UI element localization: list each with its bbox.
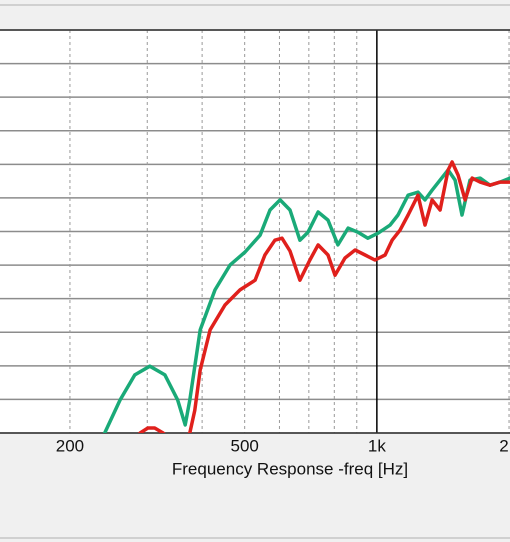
x-tick-label: 200 bbox=[56, 436, 84, 455]
series-line bbox=[138, 160, 510, 433]
x-tick-label: 500 bbox=[230, 436, 258, 455]
x-tick-label: 1k bbox=[368, 436, 386, 455]
x-tick-label: 2 bbox=[499, 436, 508, 455]
series-line bbox=[102, 168, 510, 433]
x-axis-label: Frequency Response -freq [Hz] bbox=[172, 459, 408, 478]
plot-lines bbox=[102, 160, 510, 433]
